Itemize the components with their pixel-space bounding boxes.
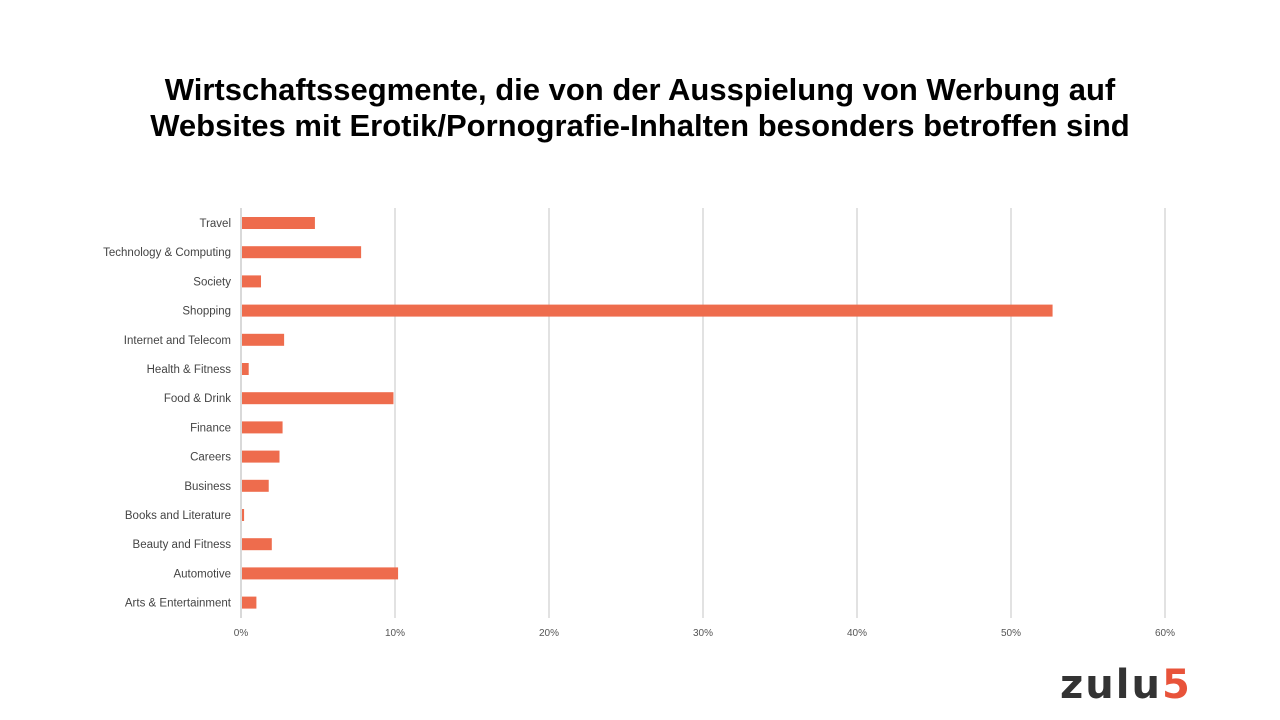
category-label: Finance — [190, 422, 231, 434]
bar — [242, 333, 285, 346]
category-label: Business — [184, 481, 231, 493]
x-tick-label: 50% — [1001, 628, 1021, 639]
chart-title-line-2: Websites mit Erotik/Pornografie-Inhalten… — [150, 108, 1130, 143]
category-label: Internet and Telecom — [124, 335, 231, 347]
bar — [242, 304, 1053, 317]
x-tick-label: 40% — [847, 628, 867, 639]
x-tick-label: 20% — [539, 628, 559, 639]
bar — [242, 567, 399, 580]
bar — [242, 217, 315, 229]
x-tick-label: 30% — [693, 628, 713, 639]
bar — [242, 538, 272, 551]
bar — [242, 479, 269, 492]
zulu5-logo: zulu5 — [1060, 662, 1192, 708]
category-label: Technology & Computing — [103, 247, 231, 259]
bar — [242, 421, 283, 434]
bar — [242, 275, 262, 288]
category-label: Careers — [190, 452, 231, 464]
logo-number: 5 — [1161, 662, 1192, 708]
bar — [242, 392, 394, 405]
category-label: Food & Drink — [164, 393, 231, 405]
bar — [242, 246, 362, 259]
category-label: Automotive — [173, 568, 231, 580]
category-label: Travel — [199, 218, 231, 230]
logo-text: zulu — [1060, 662, 1162, 708]
x-tick-label: 60% — [1155, 628, 1175, 639]
x-tick-label: 0% — [234, 628, 249, 639]
category-label: Society — [193, 276, 231, 288]
category-label: Beauty and Fitness — [133, 539, 232, 551]
chart-title: Wirtschaftssegmente, die von der Ausspie… — [0, 72, 1280, 144]
chart-title-line-1: Wirtschaftssegmente, die von der Ausspie… — [164, 72, 1116, 107]
category-label: Shopping — [182, 306, 231, 318]
bar — [242, 509, 245, 521]
category-label: Arts & Entertainment — [125, 598, 232, 610]
bar — [242, 596, 257, 609]
category-label: Books and Literature — [125, 510, 231, 522]
bar — [242, 450, 280, 463]
category-label: Health & Fitness — [147, 364, 232, 376]
x-tick-label: 10% — [385, 628, 405, 639]
bar — [242, 363, 249, 375]
